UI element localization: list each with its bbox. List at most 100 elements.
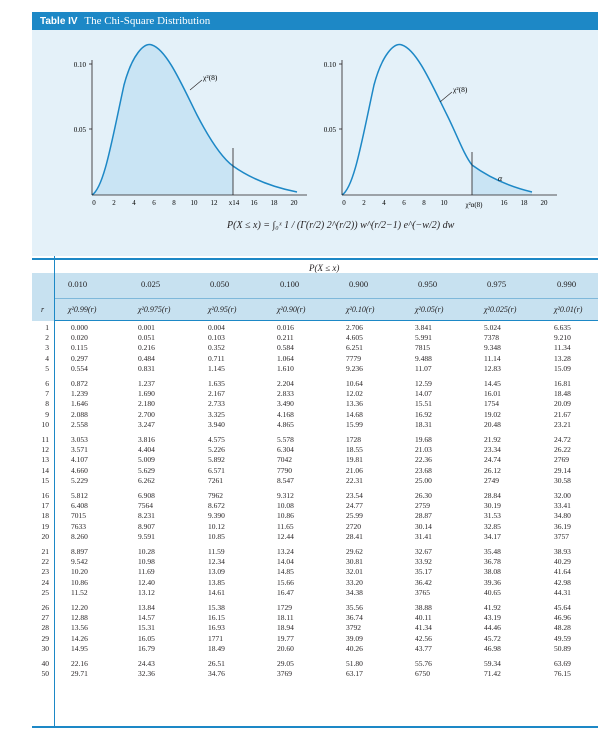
table-row: 16 5.812 6.908 7962 9.312 23.54 26.30 28.84 32.0… [32,491,598,501]
table-cell: 26.12 [484,465,501,475]
table-cell: 4.605 [346,333,363,343]
r-column-band [32,273,54,321]
table-cell: 16.81 [554,379,571,388]
table-cell: 10.86 [277,511,294,521]
table-cell: 0.211 [277,333,294,343]
table-cell: 13.12 [138,587,155,597]
table-row: 12 3.571 4.404 5.226 6.304 18.55 21.03 23.34 26.… [32,445,598,455]
prob-header: 0.990 [557,279,577,289]
table-cell: 24.43 [138,659,155,668]
table-cell: 18.94 [277,623,294,633]
table-cell: 11.34 [554,343,571,353]
table-cell: 6750 [415,669,430,679]
table-cell: 21.67 [554,409,571,419]
table-cell: 34.76 [208,669,225,679]
table-cell: 32.00 [554,491,571,500]
table-cell: 15.31 [138,623,155,633]
table-cell: 0.584 [277,343,294,353]
row-r-value: 14 [41,465,50,475]
row-r-value: 50 [41,669,50,679]
table-cell: 15.99 [346,419,363,429]
table-cell: 13.24 [277,547,294,556]
table-cell: 1.237 [138,379,155,388]
table-cell: 21.03 [415,445,432,455]
table-cell: 55.76 [415,659,432,668]
table-cell: 30.19 [484,501,501,511]
table-cell: 28.84 [484,491,501,500]
table-cell: 34.38 [346,587,363,597]
table-cell: 18.55 [346,445,363,455]
table-row: 14 4.660 5.629 6.571 7790 21.06 23.68 26.12 29.1… [32,466,598,476]
table-cell: 5.629 [138,465,155,475]
table-cell: 40.11 [415,613,432,623]
table-cell: 45.64 [554,603,571,612]
table-cell: 19.68 [415,435,432,444]
table-cell: 32.36 [138,669,155,679]
table-cell: 10.64 [346,379,363,388]
row-r-value: 1 [45,323,49,332]
prob-header: 0.900 [349,279,369,289]
row-r-value: 13 [41,455,50,465]
table-cell: 46.98 [484,643,501,653]
table-cell: 19.81 [346,455,363,465]
table-cell: 10.20 [71,567,88,577]
quantile-header: χ²0.10(r) [346,305,375,314]
row-r-value: 28 [41,623,50,633]
table-cell: 14.26 [71,633,88,643]
table-cell: 14.95 [71,643,88,653]
row-r-value: 22 [41,557,50,567]
table-row: 40 22.16 24.43 26.51 29.05 51.80 55.76 59.34 63.… [32,659,598,669]
table-cell: 40.26 [346,643,363,653]
table-cell: 16.15 [208,613,225,623]
row-r-value: 9 [45,409,49,419]
table-row: 18 7015 8.231 9.390 10.86 25.99 28.87 31.53 34.8… [32,511,598,521]
table-cell: 7042 [277,455,292,465]
prob-header: 0.025 [141,279,161,289]
table-cell: 13.09 [208,567,225,577]
table-row: 2 0.020 0.051 0.103 0.211 4.605 5.991 7378 9.210 [32,333,598,343]
table-cell: 0.001 [138,323,155,332]
table-cell: 11.59 [208,547,225,556]
table-cell: 20.48 [484,419,501,429]
table-cell: 0.484 [138,353,155,363]
table-cell: 14.07 [415,389,432,399]
right-shaded-area [472,165,532,195]
table-cell: 19.77 [277,633,294,643]
prob-header: 0.975 [487,279,507,289]
quantile-header: χ²0.025(r) [484,305,517,314]
table-cell: 26.22 [554,445,571,455]
table-cell: 13.84 [138,603,155,612]
table-cell: 26.30 [415,491,432,500]
table-cell: 33.20 [346,577,363,587]
table-cell: 16.92 [415,409,432,419]
table-cell: 26.51 [208,659,225,668]
left-xtick: x14 [229,199,240,207]
table-cell: 3.247 [138,419,155,429]
probability-header-row [32,273,598,299]
table-cell: 31.41 [415,531,432,541]
table-row: 29 14.26 16.05 1771 19.77 39.09 42.56 45.72 49.5… [32,634,598,644]
table-cell: 0.103 [208,333,225,343]
table-cell: 38.93 [554,547,571,556]
table-cell: 44.31 [554,587,571,597]
table-row: 19 7633 8.907 10.12 11.65 2720 30.14 32.85 36.19 [32,522,598,532]
table-cell: 9.236 [346,363,363,373]
table-cell: 11.52 [71,587,88,597]
table-cell: 12.83 [484,363,501,373]
table-cell: 24.72 [554,435,571,444]
right-xtick: 0 [342,199,346,207]
left-density-curve [91,43,298,196]
table-cell: 4.865 [277,419,294,429]
probability-caption: P(X ≤ x) [309,263,340,273]
table-cell: 8.672 [208,501,225,511]
prob-header: 0.100 [280,279,300,289]
table-cell: 7378 [484,333,499,343]
table-row: 17 6.408 7564 8.672 10.08 24.77 2759 30.19 33.41 [32,501,598,511]
density-graphs: 0.10 0.05 0 2 4 6 8 10 12 x14 16 18 20 χ… [74,43,557,209]
table-cell: 33.92 [415,557,432,567]
table-cell: 2759 [415,501,430,511]
table-cell: 2.700 [138,409,155,419]
table-cell: 0.297 [71,353,88,363]
row-r-value: 3 [45,343,49,353]
table-cell: 16.47 [277,587,294,597]
